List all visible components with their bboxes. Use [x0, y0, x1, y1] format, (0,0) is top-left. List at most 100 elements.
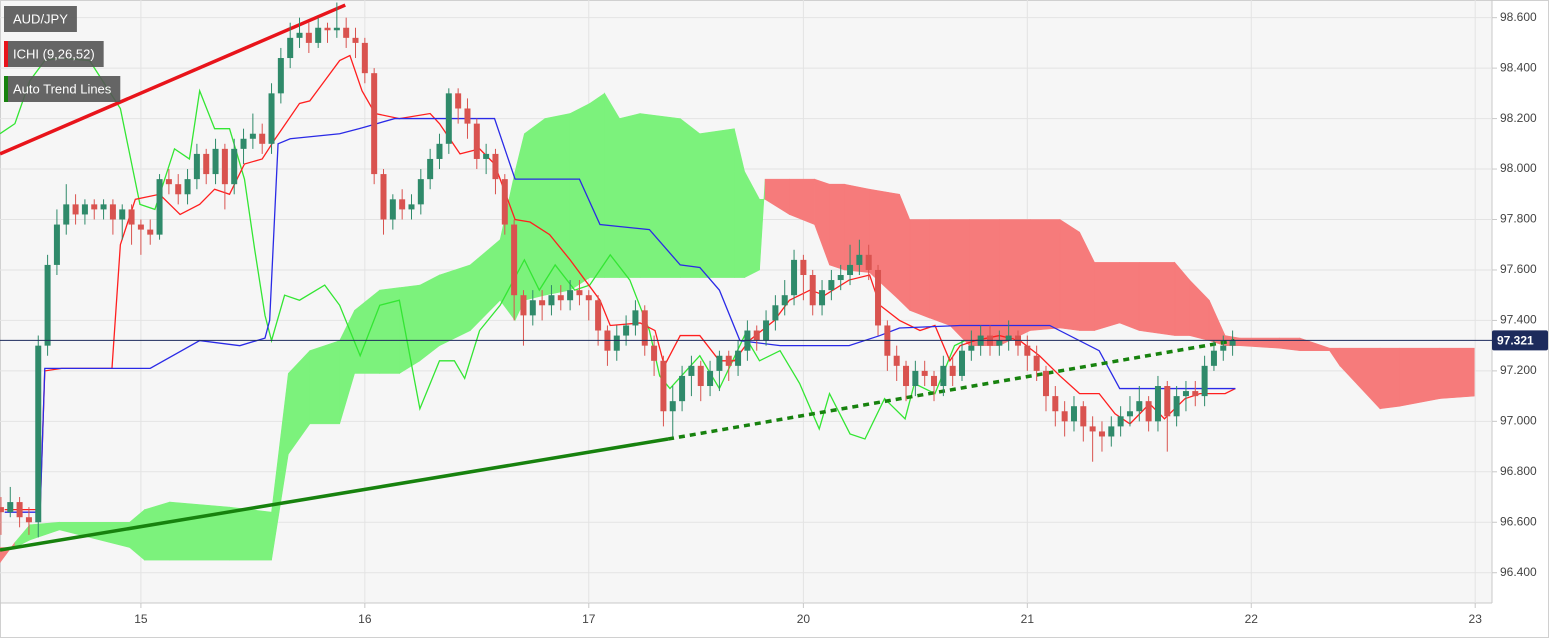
candle-body — [669, 401, 676, 412]
candle-body — [483, 153, 490, 159]
candle-body — [1117, 416, 1124, 427]
candle-body — [501, 179, 508, 225]
candle-body — [35, 345, 42, 523]
cloud-segment — [909, 219, 930, 319]
candle-body — [819, 290, 826, 306]
cloud-segment — [969, 219, 1000, 346]
candle-body — [968, 345, 975, 351]
candle-body — [707, 370, 714, 387]
candle-body — [632, 310, 639, 326]
candle-body — [641, 310, 648, 346]
candle-body — [231, 148, 238, 185]
legend-label: Auto Trend Lines — [13, 81, 112, 96]
cloud-segment — [1138, 262, 1176, 336]
candle-body — [716, 355, 723, 371]
trend-line — [667, 338, 1235, 441]
candle-body — [548, 295, 555, 306]
last-price-tag — [1492, 330, 1548, 351]
candle-body — [1182, 391, 1189, 397]
candle-body — [800, 259, 807, 276]
candle-body — [361, 42, 368, 74]
candle-body — [165, 179, 172, 185]
candle-body — [529, 300, 536, 316]
candle-body — [613, 335, 620, 351]
cloud-segment — [419, 274, 440, 362]
cloud-segment — [829, 183, 845, 271]
cloud-segment — [1029, 219, 1061, 331]
candle-body — [865, 254, 872, 270]
candle-body — [268, 93, 275, 144]
candle-body — [809, 275, 816, 306]
legend-item: AUD/JPY — [4, 6, 77, 32]
candle-body — [277, 58, 284, 94]
candle-body — [940, 365, 947, 387]
candle-body — [688, 365, 695, 376]
candle-body — [735, 350, 742, 366]
candle-body — [53, 224, 60, 265]
candle-body — [1033, 355, 1040, 371]
candle-body — [492, 153, 499, 180]
plot-background — [0, 0, 1492, 603]
candle-body — [1210, 350, 1217, 366]
y-tick-label: 97.200 — [1500, 363, 1537, 377]
legend-box — [4, 41, 104, 67]
x-tick-label: 21 — [1021, 612, 1035, 626]
cloud-segment — [524, 117, 546, 301]
candle-body — [399, 199, 406, 210]
candle-body — [557, 295, 564, 301]
cloud-segment — [309, 340, 340, 425]
candle-body — [660, 360, 667, 412]
cloud-segment — [589, 92, 605, 278]
candle-body — [128, 209, 135, 225]
x-tick-label: 20 — [797, 612, 811, 626]
candle-body — [585, 295, 592, 301]
cloud-segment — [229, 506, 272, 561]
candle-body — [837, 275, 844, 281]
candle-body — [287, 37, 294, 59]
y-tick-label: 97.800 — [1500, 212, 1537, 226]
candle-body — [455, 93, 462, 109]
legend-box — [4, 76, 121, 102]
candle-body — [1201, 365, 1208, 397]
candle-body — [1229, 340, 1236, 346]
candle-body — [473, 123, 480, 159]
candle-body — [1192, 391, 1199, 397]
candle-body — [520, 295, 527, 316]
y-tick-label: 98.200 — [1500, 111, 1537, 125]
candle-body — [949, 365, 956, 376]
legend-stripe — [4, 76, 8, 102]
cloud-segment — [604, 92, 620, 278]
candle-body — [856, 254, 863, 265]
candle-body — [203, 153, 210, 175]
candle-body — [511, 224, 518, 296]
candle-body — [1052, 396, 1059, 412]
candle-body — [175, 184, 182, 195]
candle-body — [427, 158, 434, 180]
candle-body — [343, 27, 350, 38]
candle-body — [371, 73, 378, 175]
x-tick-label: 16 — [358, 612, 372, 626]
cloud-segment — [144, 501, 171, 561]
last-price-label: 97.321 — [1497, 334, 1534, 348]
candle-body — [1164, 386, 1171, 417]
candle-body — [763, 320, 770, 341]
candle-body — [1126, 411, 1133, 417]
cloud-segment — [679, 117, 701, 278]
x-tick-label: 23 — [1469, 612, 1483, 626]
y-tick-label: 96.800 — [1500, 464, 1537, 478]
candle-body — [576, 290, 583, 296]
candle-body — [81, 204, 88, 215]
candle-body — [567, 290, 574, 301]
candle-body — [539, 300, 546, 306]
candle-body — [445, 93, 452, 144]
cloud-segment — [639, 113, 681, 278]
legend-item: ICHI (9,26,52) — [4, 41, 104, 67]
candle-body — [725, 355, 732, 366]
candle-body — [781, 295, 788, 306]
candle-body — [1154, 386, 1161, 422]
candle-body — [296, 32, 303, 38]
candle-body — [380, 174, 387, 220]
legend-label: AUD/JPY — [13, 11, 68, 26]
candle-body — [1005, 335, 1012, 341]
